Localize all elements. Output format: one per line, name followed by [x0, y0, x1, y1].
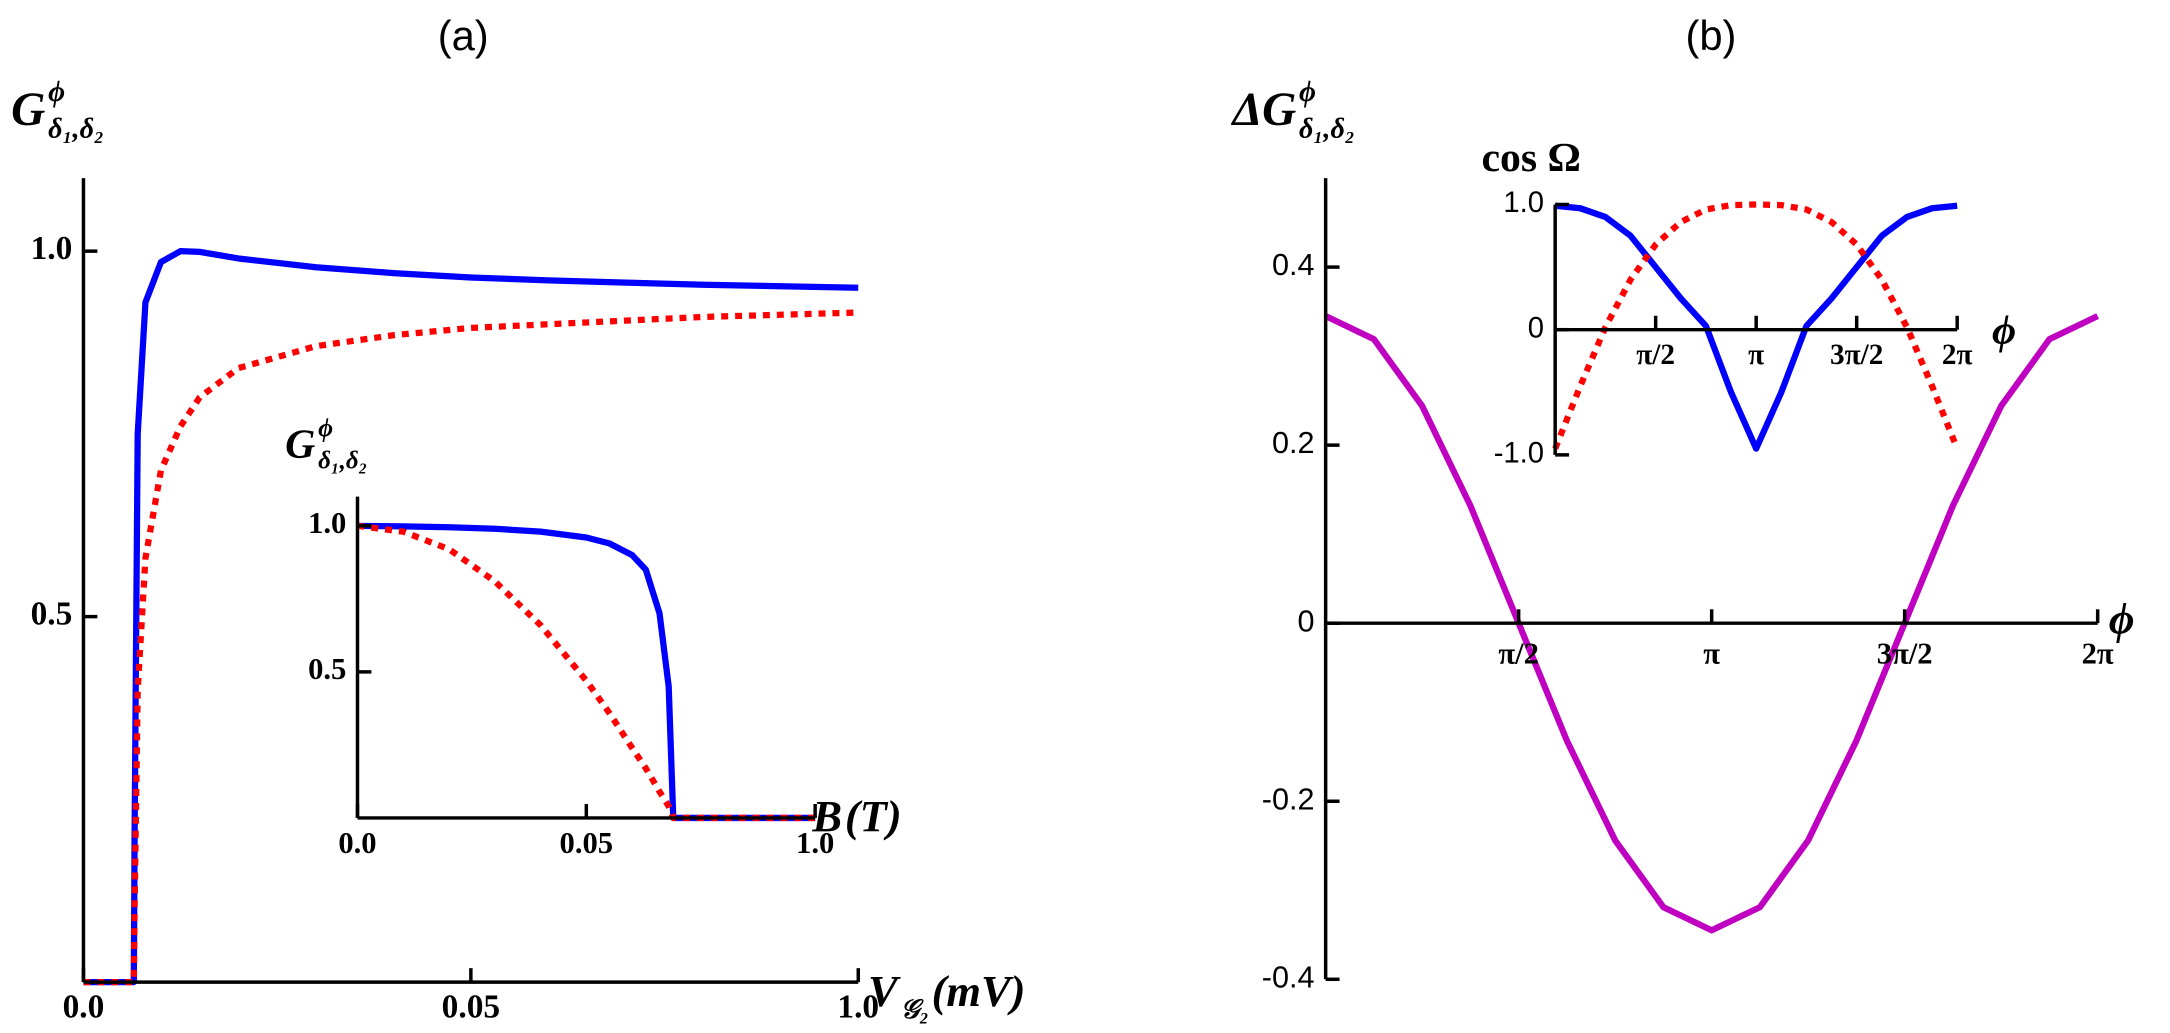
series-line [1554, 202, 1958, 452]
axis-label-suffix: (mV) [932, 966, 1026, 1016]
y-tick-label: -1.0 [1494, 438, 1544, 470]
x-tick-label: 0.0 [63, 989, 105, 1026]
series-line [83, 309, 859, 986]
x-tick-label: 1.0 [796, 826, 834, 860]
x-tick-label: 3π/2 [1877, 637, 1933, 671]
x-tick-label: 2π [2082, 637, 2114, 671]
x-tick-label: 0.05 [442, 989, 500, 1026]
y-tick-label: 0 [1528, 312, 1544, 344]
chart: 0.5 1.0 0.0 0.05 1.0 [308, 496, 834, 860]
y-tick-label: 0.5 [31, 595, 73, 632]
chart-title: (a) [438, 12, 489, 59]
y-tick-label: -0.4 [1262, 960, 1315, 994]
axis-label: cos Ω [1481, 135, 1580, 181]
axis-label-subscript: δ₁,δ₂ [1299, 114, 1355, 145]
y-tick-label: 1.0 [308, 506, 346, 540]
series-line [357, 522, 816, 822]
axis-label: ΔG [1230, 84, 1296, 136]
x-tick-label: 3π/2 [1830, 339, 1883, 371]
axis-label-subscript: δ₁,δ₂ [318, 448, 367, 475]
series-line [83, 248, 859, 986]
x-tick-label: π [1703, 637, 1720, 671]
axis-label-superscript: ϕ [1299, 76, 1316, 108]
y-tick-label: -0.2 [1262, 782, 1315, 816]
series-line [1324, 313, 2100, 934]
y-tick-label: 0.4 [1272, 248, 1315, 282]
axis-label: V [868, 966, 901, 1016]
axis-label-subscript: δ₁,δ₂ [48, 114, 104, 145]
y-tick-label: 0 [1298, 604, 1315, 638]
series-line [357, 522, 816, 822]
axis-label-superscript: ϕ [318, 413, 333, 442]
chart-title: (b) [1685, 12, 1736, 59]
y-tick-label: 1.0 [31, 230, 73, 267]
x-tick-label: 2π [1942, 339, 1973, 371]
axis-label-subscript: 𝒢₂ [900, 994, 928, 1024]
series-line [1552, 201, 1961, 450]
y-tick-label: 1.0 [1503, 187, 1544, 219]
axis-label: G [285, 422, 315, 468]
x-tick-label: 1.0 [837, 989, 879, 1026]
axis-label-suffix: (T) [845, 791, 902, 841]
axis-label: ϕ [2109, 593, 2135, 643]
x-tick-label: π/2 [1636, 339, 1675, 371]
x-tick-label: π [1748, 339, 1764, 371]
axis-label: ϕ [1992, 307, 2016, 353]
x-tick-label: 0.05 [560, 826, 614, 860]
chart: -1.0 0 1.0 π/2 π 3π/2 2π [1494, 187, 1973, 469]
axis-label-superscript: ϕ [48, 76, 65, 108]
y-tick-label: 0.2 [1272, 426, 1315, 460]
axis-label: B [811, 791, 842, 841]
chart: (a) 0.5 1.0 0.0 0.05 1.0 [31, 12, 880, 1026]
chart: (b) -0.4 -0.2 0 0.2 0.4 π/2 π 3π/2 2π [1262, 12, 2114, 994]
axis-label: G [11, 84, 45, 136]
x-tick-label: π/2 [1498, 637, 1539, 671]
x-tick-label: 0.0 [338, 826, 376, 860]
y-tick-label: 0.5 [308, 652, 346, 686]
